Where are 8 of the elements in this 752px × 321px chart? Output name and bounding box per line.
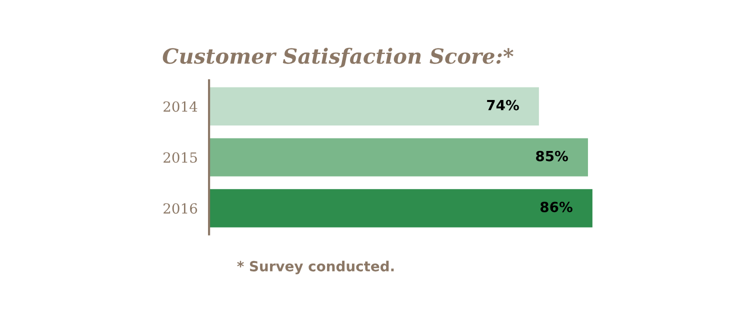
data-label: 74%	[487, 100, 519, 110]
data-label: 86%	[540, 202, 572, 212]
y-tick-label: 2016	[164, 203, 198, 214]
chart-title: Customer Satisfaction Score:*	[162, 48, 514, 68]
data-label: 85%	[536, 150, 568, 162]
text: * Survey conducted.	[237, 260, 394, 274]
y-tick-label: 2015	[164, 152, 197, 163]
y-tick-label: 2014	[164, 101, 198, 112]
